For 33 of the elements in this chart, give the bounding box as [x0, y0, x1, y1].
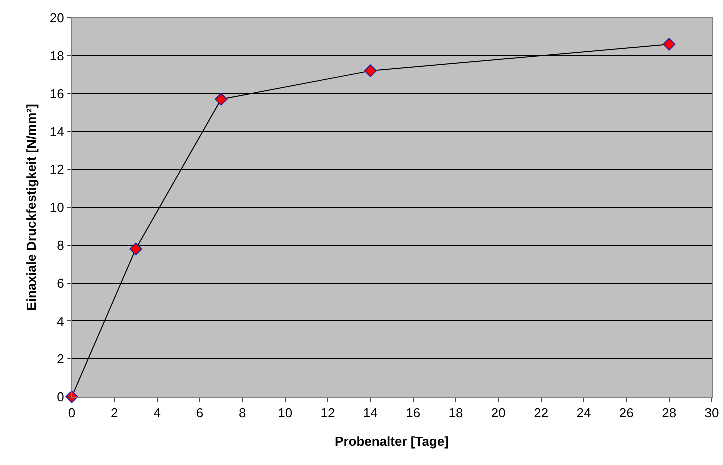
y-tick-label: 8 [57, 238, 64, 253]
x-tick-label: 8 [239, 406, 246, 421]
x-tick-label: 2 [111, 406, 118, 421]
x-tick-label: 4 [154, 406, 161, 421]
x-axis-title: Probenalter [Tage] [335, 434, 449, 449]
x-tick-label: 12 [320, 406, 336, 421]
y-tick-label: 12 [50, 162, 64, 178]
x-tick-label: 20 [491, 406, 506, 421]
point [130, 242, 142, 256]
y-tick-label: 0 [57, 390, 64, 405]
x-tick-label: 30 [704, 406, 720, 421]
point [214, 93, 228, 106]
y-tick-label: 20 [50, 10, 64, 26]
x-tick-label: 18 [448, 406, 464, 421]
y-tick-label: 2 [57, 352, 64, 367]
y-tick-label: 4 [57, 314, 64, 329]
y-tick-label: 14 [50, 124, 64, 140]
point [364, 64, 378, 78]
y-tick-label: 18 [50, 48, 64, 64]
x-tick-label: 14 [363, 406, 378, 421]
x-tick-label: 16 [406, 406, 421, 421]
y-tick-label: 10 [50, 200, 64, 216]
x-tick-label: 24 [576, 406, 592, 421]
x-tick-label: 28 [662, 406, 677, 421]
y-tick-label: 16 [50, 86, 64, 102]
y-axis-title: Einaxiale Druckfestigkeit [N/mm²] [24, 104, 39, 311]
x-tick-label: 0 [68, 406, 76, 421]
x-tick-label: 26 [619, 406, 634, 421]
point [662, 38, 676, 51]
x-tick-label: 22 [534, 406, 549, 421]
y-tick-label: 6 [57, 276, 64, 291]
x-tick-label: 10 [278, 406, 293, 421]
x-tick-label: 6 [196, 406, 204, 421]
